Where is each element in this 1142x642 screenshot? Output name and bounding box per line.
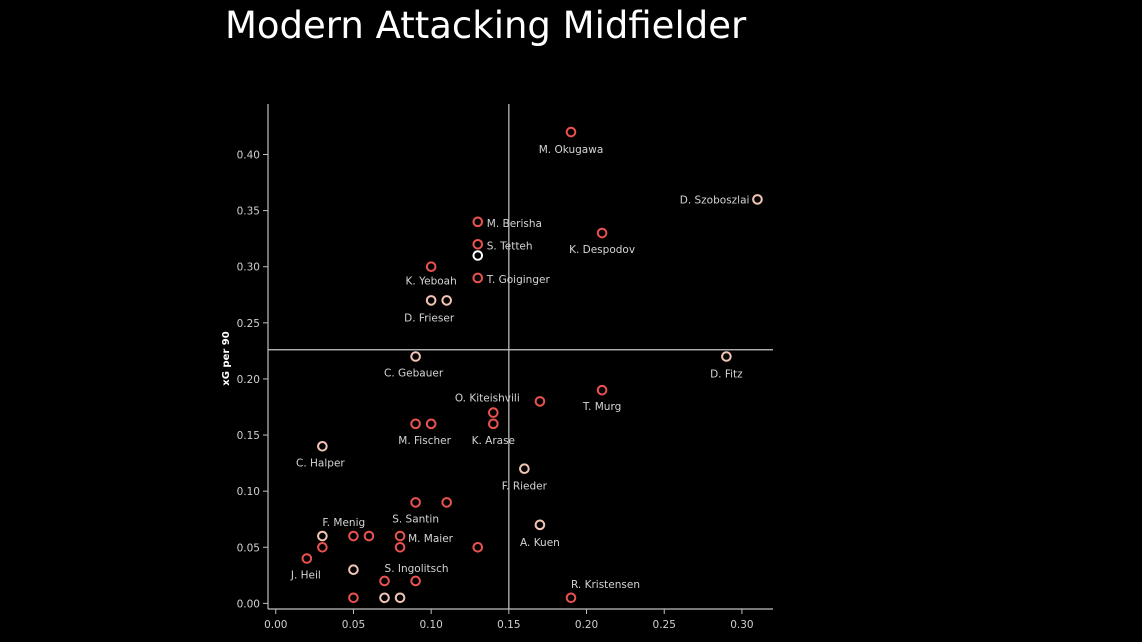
scatter-point: [410, 575, 421, 587]
scatter-point: [379, 592, 390, 604]
y-tick-label: 0.00: [237, 598, 260, 610]
y-tick-label: 0.05: [237, 542, 260, 554]
scatter-point: [752, 194, 763, 205]
scatter-point: [472, 250, 484, 261]
scatter-point: [565, 126, 577, 138]
point-label: D. Szoboszlai: [680, 194, 750, 206]
x-tick-label: 0.25: [653, 619, 676, 631]
point-label: M. Berisha: [487, 218, 542, 230]
point-label: R. Kristensen: [571, 579, 640, 591]
y-tick-label: 0.35: [237, 206, 260, 218]
data-points: [301, 126, 763, 604]
scatter-point: [519, 463, 530, 475]
point-label: C. Halper: [296, 457, 345, 469]
point-label: O. Kiteishvili: [455, 393, 520, 405]
scatter-point: [410, 418, 421, 430]
scatter-point: [596, 227, 608, 239]
x-tick-label: 0.05: [342, 619, 365, 631]
axes: 0.00 0.05 0.10 0.15 0.20 0.25 0.30 0.00 0.05 0.10…: [221, 104, 773, 631]
point-label: S. Santin: [392, 513, 439, 525]
x-tick-label: 0.15: [497, 619, 520, 631]
scatter-point: [348, 530, 359, 542]
scatter-point: [441, 295, 452, 306]
point-label: D. Fitz: [710, 369, 743, 381]
scatter-point: [472, 238, 484, 250]
y-tick-label: 0.15: [237, 430, 260, 442]
point-label: T. Goiginger: [486, 274, 551, 286]
point-labels: M. Okugawa D. Szoboszlai M. Berisha K. Desp…: [290, 144, 750, 591]
point-label: A. Kuen: [520, 537, 560, 549]
point-label: K. Yeboah: [406, 276, 457, 288]
scatter-point: [410, 497, 421, 508]
scatter-point: [534, 519, 546, 531]
point-label: S. Ingolitsch: [385, 563, 449, 575]
scatter-point: [441, 497, 452, 508]
scatter-point: [410, 351, 421, 362]
scatter-point: [488, 418, 499, 430]
point-label: J. Heil: [290, 570, 321, 582]
scatter-point: [472, 272, 484, 284]
y-tick-label: 0.40: [237, 150, 260, 162]
point-label: M. Okugawa: [539, 144, 604, 156]
scatter-point: [379, 575, 390, 587]
point-label: T. Murg: [582, 401, 621, 413]
x-tick-label: 0.30: [730, 619, 753, 631]
y-tick-label: 0.10: [237, 486, 260, 498]
scatter-point: [348, 592, 359, 604]
point-label: F. Menig: [322, 517, 365, 529]
chart-title: Modern Attacking Midfielder: [225, 4, 747, 47]
scatter-point: [596, 384, 608, 396]
scatter-point: [363, 530, 375, 542]
y-tick-label: 0.25: [237, 318, 260, 330]
scatter-point: [534, 396, 546, 407]
scatter-point: [317, 530, 328, 542]
scatter-point: [425, 295, 437, 306]
point-label: M. Maier: [408, 533, 454, 545]
scatter-point: [425, 261, 437, 273]
y-tick-label: 0.20: [237, 374, 260, 386]
scatter-point: [472, 541, 484, 553]
scatter-point: [394, 530, 406, 542]
point-label: S. Tetteh: [487, 240, 533, 252]
scatter-point: [565, 592, 577, 604]
scatter-point: [348, 564, 359, 576]
x-tick-label: 0.10: [419, 619, 442, 631]
point-label: D. Frieser: [404, 312, 455, 324]
point-label: C. Gebauer: [384, 368, 444, 380]
point-label: K. Despodov: [569, 244, 635, 256]
scatter-point: [317, 541, 328, 553]
point-label: M. Fischer: [398, 435, 451, 447]
x-tick-label: 0.00: [264, 619, 287, 631]
scatter-point: [394, 592, 406, 604]
x-tick-label: 0.20: [575, 619, 598, 631]
y-axis-title: xG per 90: [221, 331, 232, 385]
scatter-point: [394, 541, 406, 553]
y-tick-label: 0.30: [237, 262, 260, 274]
scatter-point: [425, 418, 437, 430]
scatter-point: [317, 440, 328, 452]
point-label: F. Rieder: [502, 481, 548, 493]
scatter-point: [488, 407, 499, 418]
scatter-point: [472, 216, 484, 228]
scatter-point: [301, 553, 313, 564]
point-label: K. Arase: [472, 435, 515, 447]
scatter-point: [721, 351, 732, 362]
reference-lines: [268, 104, 773, 609]
